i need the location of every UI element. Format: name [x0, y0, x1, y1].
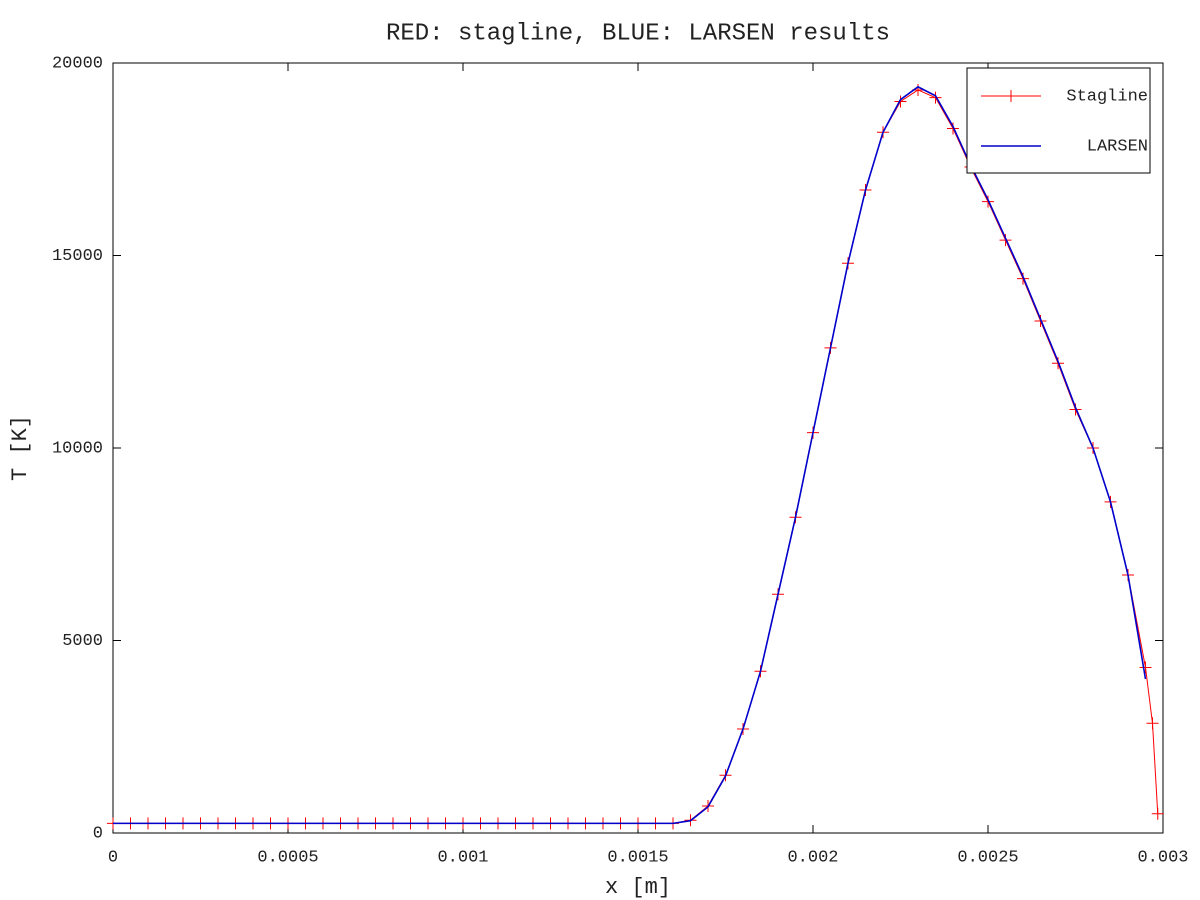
marker — [1151, 807, 1164, 820]
marker — [1146, 717, 1159, 730]
series-line — [113, 89, 1159, 824]
marker — [929, 91, 942, 104]
plot-frame — [112, 62, 1164, 834]
chart-title: RED: stagline, BLUE: LARSEN results — [386, 20, 890, 47]
x-axis-label: x [m] — [605, 875, 671, 900]
legend: Stagline LARSEN — [966, 67, 1151, 174]
marker — [894, 95, 907, 108]
y-tick-label: 5000 — [62, 632, 103, 651]
x-tick-label: 0.0025 — [957, 848, 1018, 867]
x-tick-label: 0.001 — [437, 848, 488, 867]
legend-label: Stagline — [1066, 87, 1148, 106]
series-line — [113, 85, 1147, 825]
y-tick-label: 0 — [93, 824, 103, 843]
x-tick-label: 0.002 — [787, 848, 838, 867]
x-tick-label: 0 — [108, 848, 118, 867]
x-tick-label: 0.003 — [1137, 848, 1188, 867]
y-tick-label: 10000 — [52, 439, 103, 458]
x-tick-label: 0.0005 — [257, 848, 318, 867]
legend-label: LARSEN — [1087, 137, 1148, 156]
y-tick-label: 15000 — [52, 247, 103, 266]
y-tick-label: 20000 — [52, 54, 103, 73]
y-axis-label: T [K] — [8, 415, 33, 481]
legend-box — [966, 67, 1151, 174]
x-tick-label: 0.0015 — [607, 848, 668, 867]
marker — [1005, 90, 1017, 102]
marker — [1139, 661, 1152, 674]
